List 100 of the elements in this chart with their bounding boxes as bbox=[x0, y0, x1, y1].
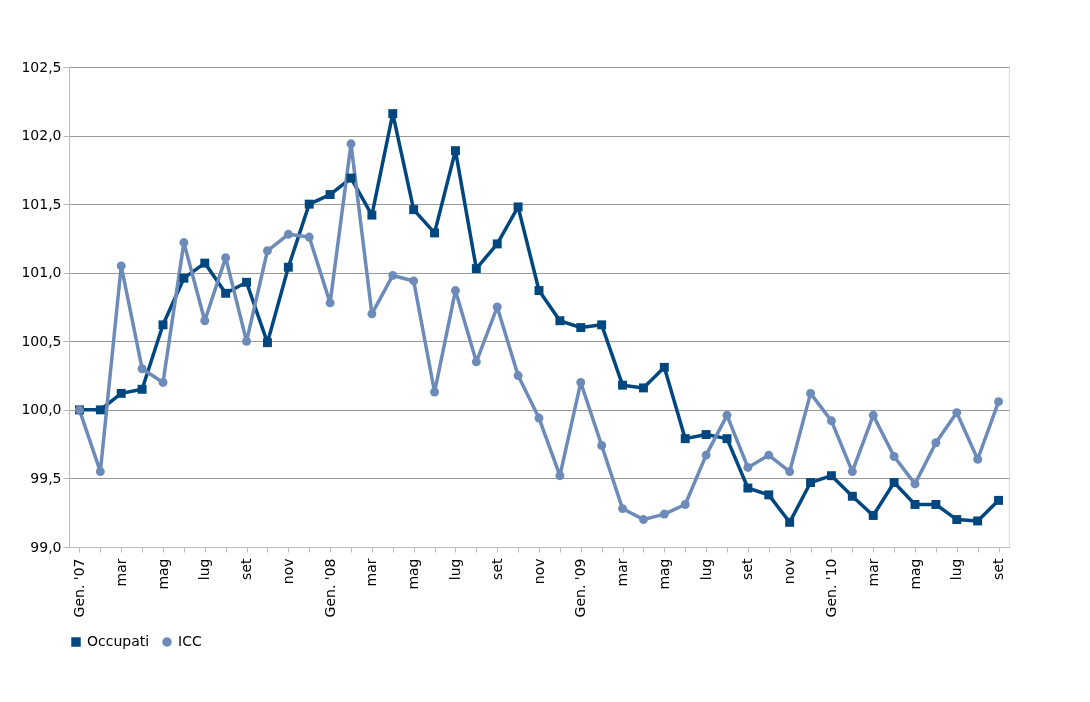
point bbox=[847, 467, 857, 477]
x-tick-label: set bbox=[739, 558, 756, 580]
point bbox=[95, 467, 105, 477]
point bbox=[116, 261, 126, 271]
y-tick-label: 101,0 bbox=[21, 264, 62, 281]
point bbox=[701, 450, 711, 460]
point bbox=[137, 364, 147, 374]
point bbox=[952, 408, 962, 418]
x-tick-label: Gen. '10 bbox=[822, 558, 839, 618]
point bbox=[826, 471, 836, 481]
point bbox=[847, 491, 857, 501]
point bbox=[764, 450, 774, 460]
point bbox=[283, 262, 293, 272]
x-tick-label: Gen. '07 bbox=[70, 558, 87, 618]
y-tick-label: 99,0 bbox=[30, 538, 62, 555]
point bbox=[868, 410, 878, 420]
point bbox=[346, 173, 356, 183]
point bbox=[471, 357, 481, 367]
point bbox=[450, 146, 460, 156]
x-tick-label: lug bbox=[446, 558, 463, 581]
point bbox=[304, 232, 314, 242]
point bbox=[576, 323, 586, 333]
point bbox=[680, 500, 690, 509]
point bbox=[346, 139, 356, 149]
point bbox=[597, 320, 607, 330]
point bbox=[262, 338, 272, 348]
x-tick-label: mag bbox=[906, 558, 923, 590]
x-tick-label: mar bbox=[363, 558, 380, 587]
x-tick-label: mag bbox=[154, 558, 171, 590]
point bbox=[388, 270, 398, 280]
point bbox=[179, 238, 189, 248]
point bbox=[994, 495, 1004, 505]
point bbox=[95, 405, 105, 415]
point bbox=[889, 478, 899, 488]
x-tick-label: mar bbox=[112, 558, 129, 587]
point bbox=[659, 362, 669, 372]
point bbox=[262, 246, 272, 256]
point bbox=[409, 276, 419, 286]
point bbox=[618, 380, 628, 390]
point bbox=[931, 438, 941, 448]
point bbox=[806, 478, 816, 488]
point bbox=[638, 383, 648, 393]
y-tick-label: 100,0 bbox=[21, 401, 62, 418]
legend-label: Occupati bbox=[87, 633, 150, 649]
point bbox=[555, 471, 565, 481]
point bbox=[743, 462, 753, 472]
point bbox=[785, 517, 795, 527]
point bbox=[137, 384, 147, 394]
x-tick-label: lug bbox=[697, 558, 714, 581]
point bbox=[722, 434, 732, 444]
point bbox=[597, 441, 607, 450]
point bbox=[973, 516, 983, 526]
point bbox=[430, 387, 440, 397]
x-tick-label: mag bbox=[405, 558, 422, 590]
point bbox=[722, 410, 732, 420]
point bbox=[492, 302, 502, 312]
point bbox=[910, 500, 920, 509]
y-tick-label: 102,5 bbox=[21, 58, 62, 75]
point bbox=[430, 228, 440, 238]
x-tick-label: Gen. '09 bbox=[572, 558, 589, 618]
point bbox=[450, 286, 460, 296]
point bbox=[785, 467, 795, 477]
point bbox=[513, 371, 523, 381]
point bbox=[325, 298, 335, 308]
point bbox=[388, 109, 398, 119]
point bbox=[806, 388, 816, 398]
point bbox=[367, 210, 377, 220]
point bbox=[534, 286, 544, 296]
point bbox=[242, 277, 252, 287]
point bbox=[638, 515, 648, 525]
point bbox=[764, 490, 774, 500]
point bbox=[534, 413, 544, 423]
x-tick-label: set bbox=[488, 558, 505, 580]
point bbox=[889, 452, 899, 461]
y-tick-label: 100,5 bbox=[21, 332, 62, 349]
x-tick-label: mar bbox=[614, 558, 631, 587]
x-tick-label: nov bbox=[279, 558, 296, 585]
x-tick-label: nov bbox=[781, 558, 798, 585]
x-tick-label: nov bbox=[530, 558, 547, 585]
point bbox=[973, 454, 983, 464]
point bbox=[659, 509, 669, 519]
x-tick-label: lug bbox=[196, 558, 213, 581]
point bbox=[221, 288, 231, 298]
point bbox=[283, 229, 293, 239]
point bbox=[743, 483, 753, 493]
point bbox=[471, 264, 481, 274]
point bbox=[242, 336, 252, 346]
point bbox=[576, 377, 586, 387]
point bbox=[367, 309, 377, 319]
x-tick-label: set bbox=[238, 558, 255, 580]
point bbox=[200, 258, 210, 268]
point bbox=[680, 434, 690, 444]
point bbox=[200, 316, 210, 326]
point bbox=[555, 316, 565, 326]
point bbox=[179, 273, 189, 283]
x-tick-label: mar bbox=[864, 558, 881, 587]
point bbox=[116, 388, 126, 398]
point bbox=[994, 397, 1004, 407]
point bbox=[158, 320, 168, 330]
x-tick-label: mag bbox=[655, 558, 672, 590]
